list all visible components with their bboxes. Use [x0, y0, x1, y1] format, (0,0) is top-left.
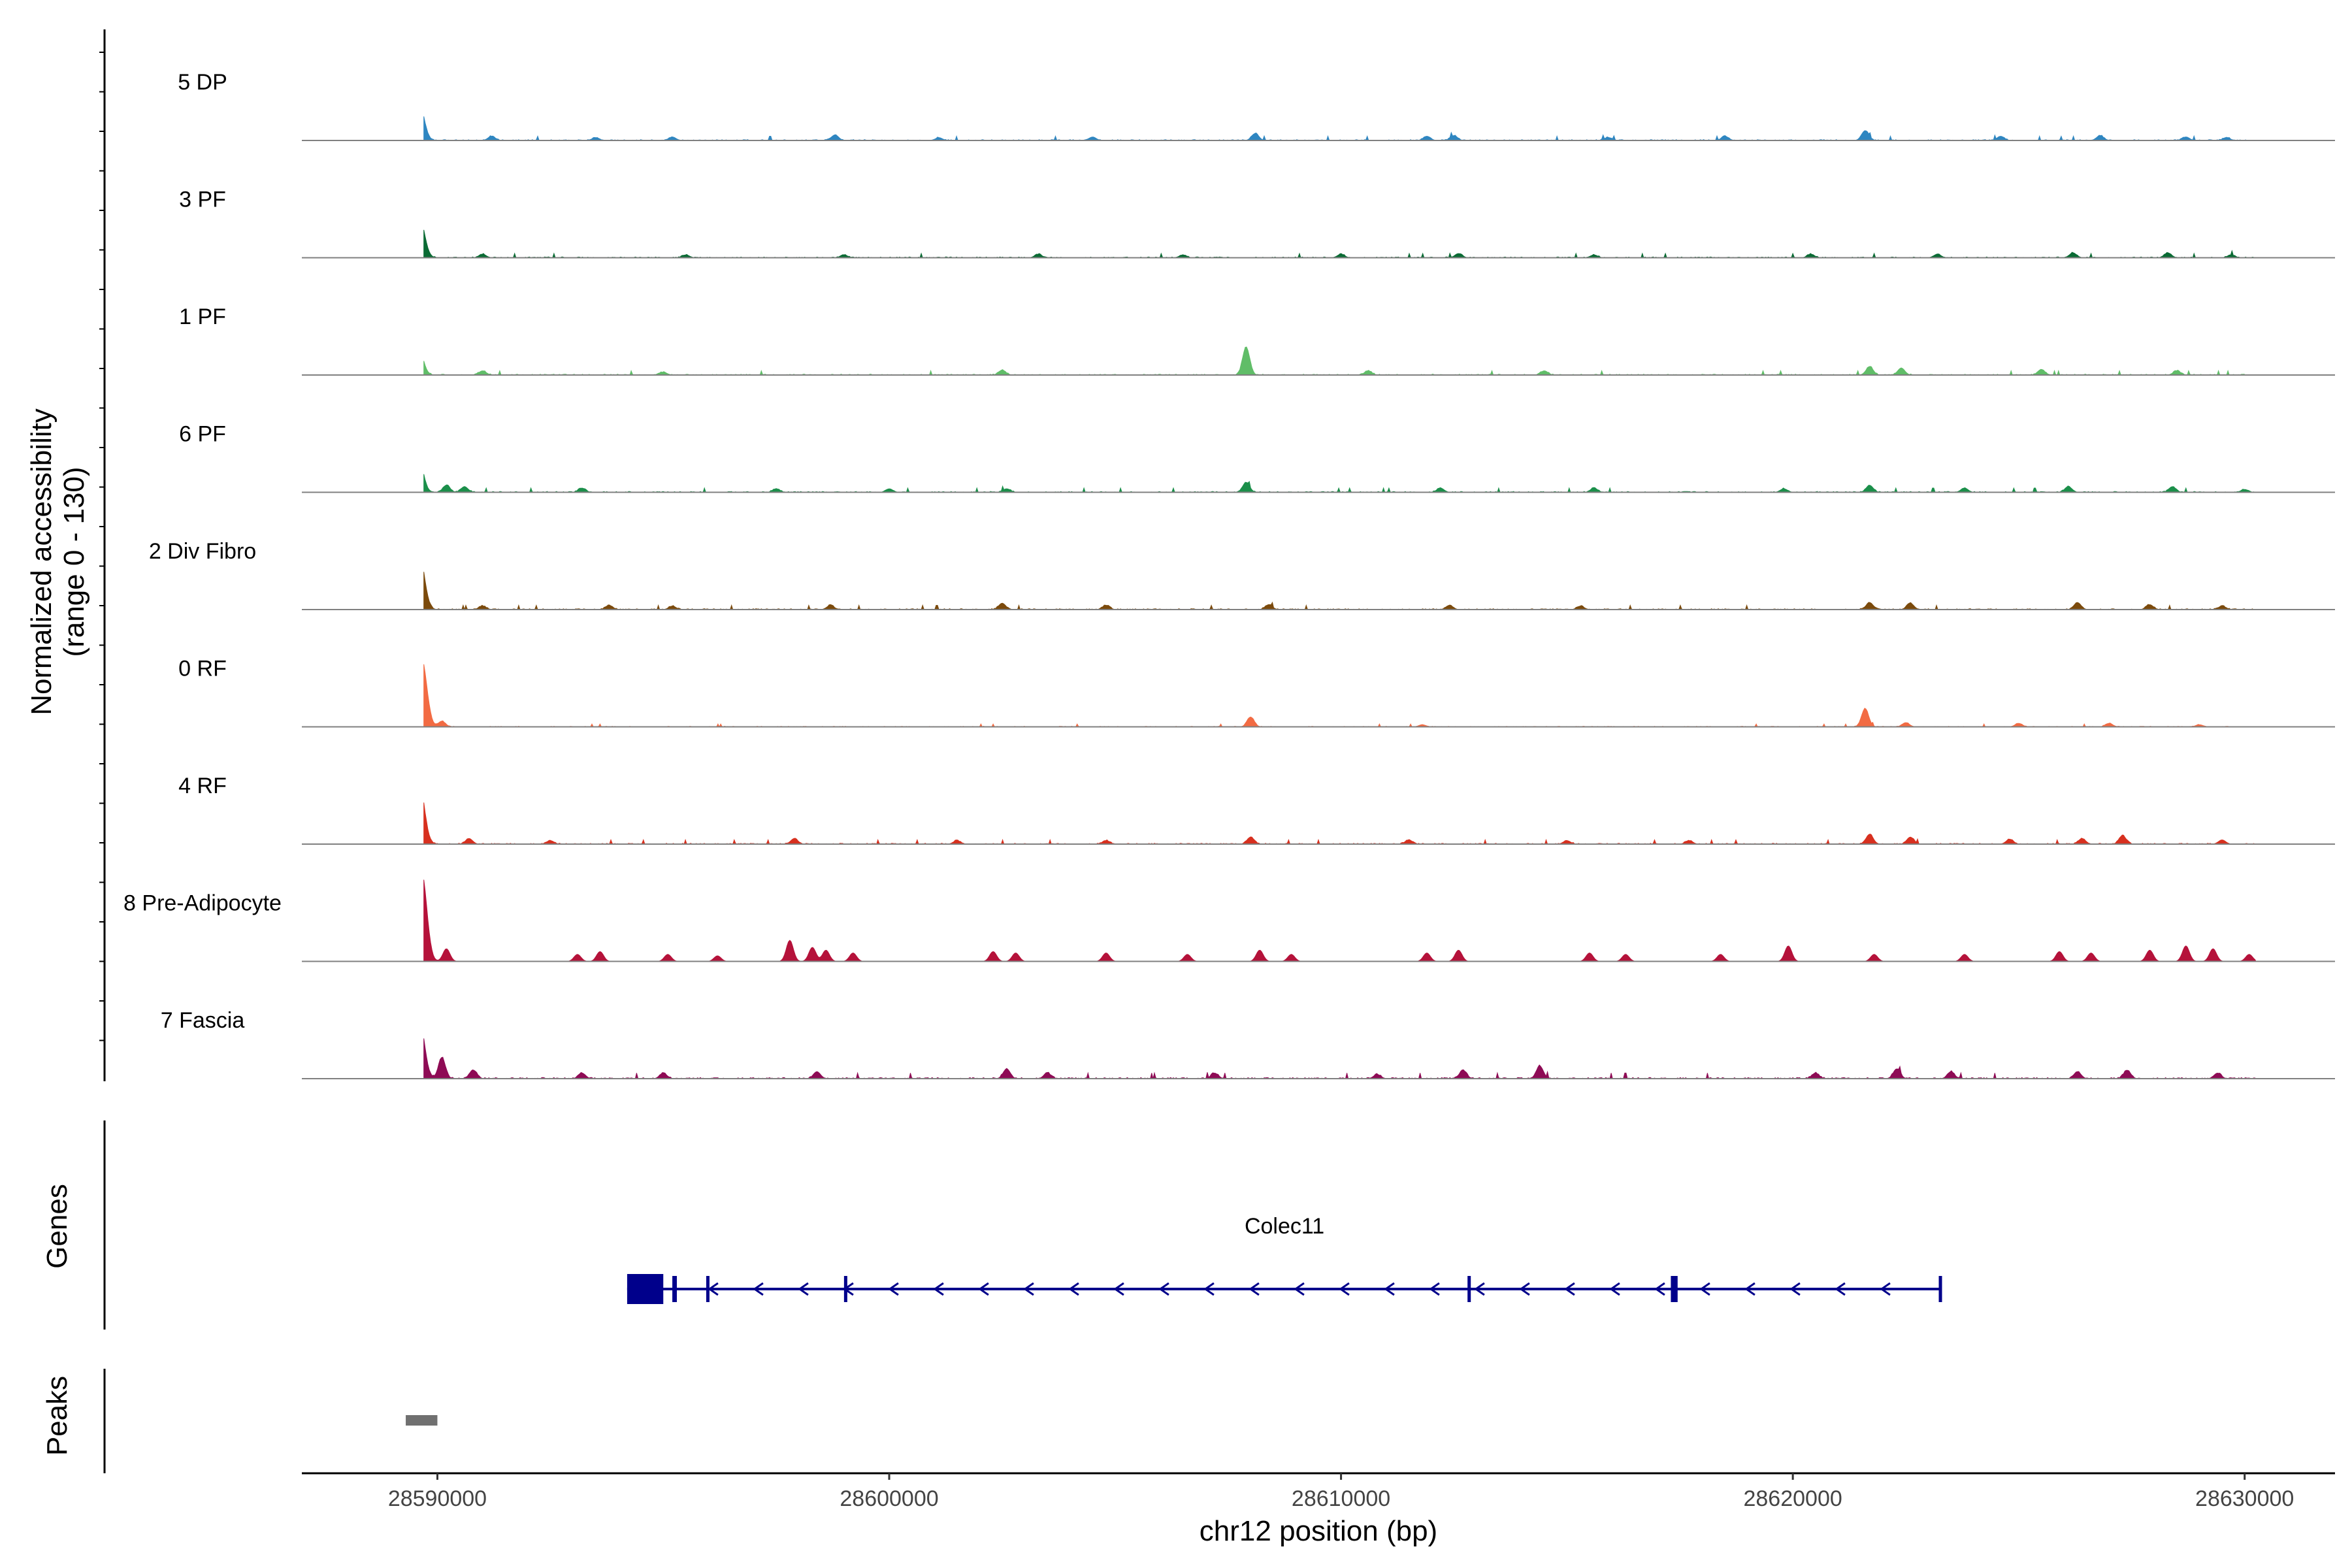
coverage-area [423, 346, 2256, 376]
track-6-pf: 6 PF [179, 422, 2335, 493]
coverage-area [423, 116, 2256, 141]
coverage-area [423, 1038, 2257, 1079]
strand-arrow [798, 1282, 809, 1296]
strand-arrow [1654, 1282, 1665, 1296]
gene-exon [627, 1274, 664, 1304]
strand-arrow [1023, 1282, 1034, 1296]
track-label: 8 Pre-Adipocyte [123, 891, 282, 916]
coverage-area [423, 229, 2256, 259]
track-label: 0 RF [178, 657, 227, 681]
y-axis-title: Normalized accessibility [25, 408, 57, 715]
track-label: 1 PF [179, 304, 226, 329]
strand-arrow [1564, 1282, 1575, 1296]
coverage-area [423, 802, 2256, 845]
track-1-pf: 1 PF [179, 304, 2335, 376]
gene-exon [1467, 1276, 1471, 1302]
strand-arrow [1699, 1282, 1710, 1296]
strand-arrow [1835, 1282, 1846, 1296]
track-4-rf: 4 RF [178, 774, 2335, 845]
track-label: 7 Fascia [161, 1008, 245, 1033]
peak-region [406, 1415, 438, 1426]
strand-arrow [1384, 1282, 1395, 1296]
x-tick-label: 28590000 [388, 1486, 487, 1511]
gene-exon [706, 1276, 710, 1302]
gene-exon [1938, 1276, 1942, 1302]
genes-track-title: Genes [41, 1184, 73, 1269]
track-8-pre-adipocyte: 8 Pre-Adipocyte [123, 879, 2335, 962]
strand-arrow [978, 1282, 989, 1296]
coverage-area [423, 664, 2257, 728]
strand-arrow [1519, 1282, 1530, 1296]
strand-arrow [1474, 1282, 1485, 1296]
track-label: 4 RF [178, 774, 227, 798]
x-tick-label: 28610000 [1292, 1486, 1390, 1511]
gene-name-label: Colec11 [1245, 1214, 1324, 1239]
track-label: 5 DP [178, 70, 227, 95]
strand-arrow [1744, 1282, 1756, 1296]
strand-arrow [1203, 1282, 1215, 1296]
strand-arrow [1113, 1282, 1124, 1296]
strand-arrow [1294, 1282, 1305, 1296]
strand-arrow [1789, 1282, 1801, 1296]
track-0-rf: 0 RF [178, 657, 2335, 728]
x-axis-ticks: 28590000 28600000 28610000 28620000 28630000 [388, 1473, 2294, 1511]
gene-exon [1671, 1276, 1678, 1302]
track-3-pf: 3 PF [179, 188, 2335, 259]
peaks-track-title: Peaks [41, 1376, 73, 1456]
strand-arrow [1429, 1282, 1440, 1296]
strand-arrow [933, 1282, 944, 1296]
strand-arrow [1609, 1282, 1620, 1296]
track-label: 2 Div Fibro [149, 539, 256, 564]
track-5-dp: 5 DP [178, 70, 2335, 141]
x-tick-label: 28620000 [1743, 1486, 1842, 1511]
strand-arrow [1249, 1282, 1260, 1296]
x-axis-title: chr12 position (bp) [1200, 1515, 1437, 1547]
peaks-track [406, 1415, 438, 1426]
y-axis-range-label: (range 0 - 130) [58, 466, 90, 657]
gene-model: Colec11 [627, 1214, 1942, 1304]
coverage-area [423, 572, 2256, 611]
strand-arrow [1158, 1282, 1169, 1296]
strand-arrow [753, 1282, 764, 1296]
coverage-y-axis-ticks [99, 52, 105, 1041]
coverage-area [423, 879, 2257, 962]
strand-arrow [1880, 1282, 1891, 1296]
track-7-fascia: 7 Fascia [161, 1008, 2335, 1079]
track-label: 3 PF [179, 188, 226, 212]
gene-exon [672, 1276, 677, 1302]
track-2-div-fibro: 2 Div Fibro [149, 539, 2335, 611]
coverage-tracks: 5 DP 3 PF 1 PF 6 PF 2 Div Fibro 0 RF 4 RF 8 Pre… [123, 70, 2335, 1079]
x-tick-label: 28600000 [840, 1486, 938, 1511]
track-label: 6 PF [179, 422, 226, 447]
strand-arrow [1068, 1282, 1079, 1296]
coverage-area [423, 474, 2257, 493]
strand-arrow [888, 1282, 899, 1296]
strand-arrow [1339, 1282, 1350, 1296]
x-tick-label: 28630000 [2195, 1486, 2294, 1511]
gene-exon [843, 1276, 847, 1302]
